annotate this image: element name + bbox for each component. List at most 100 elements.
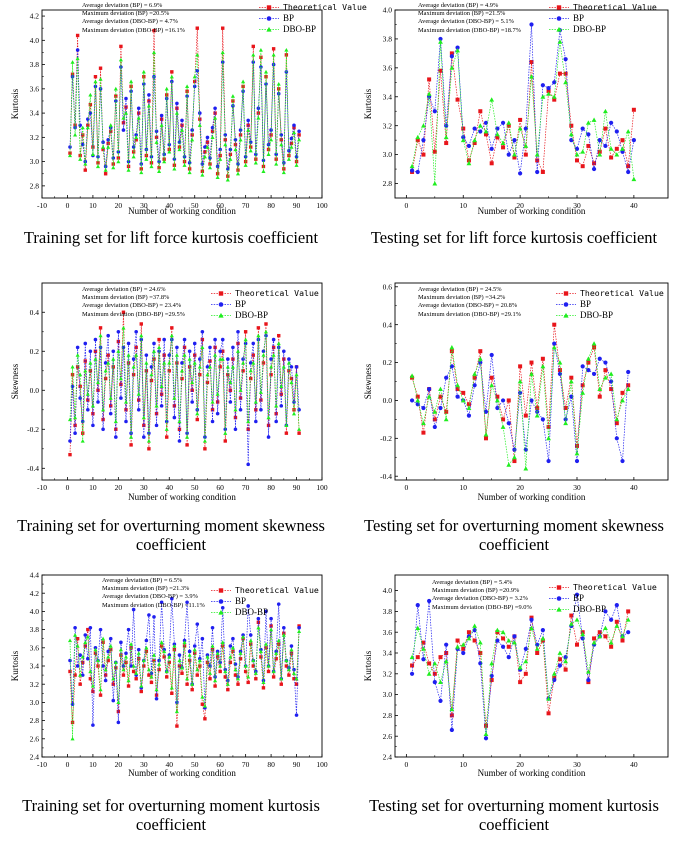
data-point-bp — [455, 45, 460, 50]
data-point-bp — [289, 136, 294, 141]
data-point-theoretical — [147, 447, 151, 451]
data-point-theoretical — [134, 138, 138, 142]
data-point-theoretical — [269, 372, 273, 377]
data-point-dbo — [190, 682, 195, 686]
data-point-bp — [111, 698, 116, 703]
data-point-dbo — [139, 333, 144, 338]
data-point-theoretical — [609, 644, 614, 649]
data-point-dbo — [286, 360, 291, 365]
data-point-dbo — [213, 353, 218, 357]
data-point-theoretical — [495, 394, 500, 399]
data-point-theoretical — [246, 680, 250, 685]
data-point-bp — [449, 54, 454, 59]
data-point-bp — [200, 636, 205, 641]
legend-item-theoretical: Theoretical Value — [210, 585, 319, 596]
data-point-dbo — [284, 47, 289, 52]
data-point-dbo — [472, 623, 478, 628]
data-point-dbo — [210, 399, 215, 404]
data-point-bp — [523, 646, 528, 651]
data-point-dbo — [139, 683, 144, 688]
data-point-bp — [220, 337, 225, 342]
data-point-dbo — [421, 646, 426, 651]
data-point-bp — [198, 111, 202, 115]
data-point-dbo — [409, 654, 415, 660]
data-point-bp — [246, 118, 250, 123]
data-point-dbo — [123, 654, 129, 659]
data-point-dbo — [85, 634, 90, 639]
data-point-bp — [228, 147, 233, 152]
y-axis-label: Kurtosis — [10, 88, 20, 119]
data-point-dbo — [512, 640, 517, 645]
data-point-dbo — [455, 382, 460, 388]
data-point-dbo — [286, 157, 291, 161]
data-point-bp — [597, 138, 602, 143]
data-point-dbo — [121, 667, 126, 672]
series-line-dbo — [411, 41, 635, 184]
data-point-bp — [73, 431, 77, 435]
x-tick-label: 10 — [89, 760, 97, 769]
legend: Theoretical Value BP DBO-BP — [555, 288, 664, 321]
legend-symbol-dbo — [266, 26, 272, 32]
data-point-bp — [114, 99, 118, 103]
data-point-dbo — [253, 671, 258, 675]
data-point-theoretical — [597, 630, 602, 635]
data-point-dbo — [246, 674, 251, 679]
data-point-dbo — [523, 466, 529, 471]
data-point-bp — [294, 365, 299, 369]
x-tick-label: 90 — [293, 201, 301, 210]
y-tick-label: 3.6 — [383, 628, 393, 637]
data-point-dbo — [289, 647, 294, 652]
data-point-dbo — [279, 676, 284, 681]
data-point-bp — [415, 603, 420, 608]
data-point-theoretical — [512, 155, 517, 160]
data-point-theoretical — [614, 421, 619, 426]
data-point-dbo — [233, 147, 238, 152]
data-point-bp — [103, 164, 108, 169]
data-point-dbo — [233, 407, 238, 412]
data-point-theoretical — [83, 168, 87, 172]
data-point-theoretical — [478, 349, 483, 354]
data-point-dbo — [113, 86, 118, 91]
data-point-theoretical — [563, 406, 568, 411]
data-point-bp — [631, 138, 636, 143]
data-point-theoretical — [264, 322, 268, 326]
data-point-bp — [289, 365, 294, 369]
data-point-theoretical — [223, 138, 227, 142]
data-point-theoretical — [614, 619, 619, 624]
data-point-bp — [208, 345, 212, 350]
data-point-theoretical — [68, 452, 72, 457]
x-tick-label: 10 — [89, 483, 97, 492]
data-point-bp — [297, 129, 301, 134]
data-point-theoretical — [215, 400, 220, 404]
data-point-theoretical — [620, 138, 625, 143]
data-point-dbo — [276, 341, 281, 346]
data-point-theoretical — [466, 402, 471, 407]
data-point-dbo — [523, 143, 529, 148]
deviation-stat-line: Maximum deviation (BP) =20.5% — [82, 10, 170, 18]
data-point-bp — [121, 128, 126, 132]
data-point-theoretical — [489, 375, 494, 380]
data-point-bp — [557, 663, 563, 668]
x-tick-label: 0 — [66, 201, 70, 210]
data-point-bp — [274, 419, 278, 424]
data-point-theoretical — [185, 682, 189, 686]
data-point-dbo — [111, 165, 116, 170]
data-point-theoretical — [203, 717, 207, 721]
data-point-dbo — [291, 411, 297, 416]
data-point-bp — [472, 383, 477, 388]
data-point-theoretical — [144, 649, 149, 654]
data-point-theoretical — [98, 693, 103, 697]
chart-caption: Testing set for overturning moment skewn… — [364, 516, 664, 554]
legend-symbol-bp — [556, 16, 562, 21]
data-point-dbo — [274, 161, 279, 166]
data-point-bp — [540, 417, 545, 422]
data-point-bp — [136, 407, 141, 412]
data-point-dbo — [529, 74, 534, 79]
y-tick-label: 3.8 — [30, 60, 40, 69]
data-point-dbo — [172, 643, 177, 648]
data-point-theoretical — [75, 365, 80, 369]
data-point-theoretical — [78, 384, 82, 389]
data-point-theoretical — [193, 651, 197, 655]
data-point-dbo — [534, 152, 540, 157]
x-tick-label: 80 — [267, 483, 275, 492]
